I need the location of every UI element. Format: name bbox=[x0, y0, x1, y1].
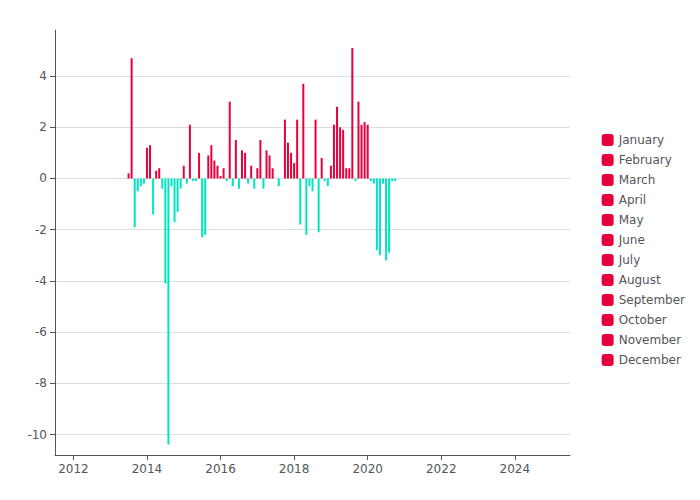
svg-text:2014: 2014 bbox=[132, 462, 163, 476]
svg-text:-2: -2 bbox=[35, 223, 47, 237]
svg-text:2024: 2024 bbox=[500, 462, 531, 476]
svg-text:-8: -8 bbox=[35, 376, 47, 390]
svg-text:2022: 2022 bbox=[426, 462, 457, 476]
svg-text:0: 0 bbox=[39, 171, 47, 185]
svg-text:November: November bbox=[619, 333, 681, 347]
svg-text:2012: 2012 bbox=[58, 462, 89, 476]
svg-text:2018: 2018 bbox=[279, 462, 310, 476]
svg-text:September: September bbox=[619, 293, 685, 307]
svg-text:-10: -10 bbox=[27, 428, 47, 442]
svg-text:April: April bbox=[619, 193, 646, 207]
svg-text:June: June bbox=[618, 233, 645, 247]
svg-text:July: July bbox=[618, 253, 641, 267]
svg-text:2016: 2016 bbox=[205, 462, 236, 476]
svg-text:December: December bbox=[619, 353, 681, 367]
svg-text:March: March bbox=[619, 173, 656, 187]
svg-text:-4: -4 bbox=[35, 274, 47, 288]
svg-text:August: August bbox=[619, 273, 661, 287]
svg-text:2020: 2020 bbox=[352, 462, 383, 476]
svg-text:January: January bbox=[618, 133, 665, 147]
svg-text:October: October bbox=[619, 313, 667, 327]
svg-text:4: 4 bbox=[39, 69, 47, 83]
svg-text:2: 2 bbox=[39, 120, 47, 134]
svg-text:-6: -6 bbox=[35, 325, 47, 339]
svg-text:February: February bbox=[619, 153, 672, 167]
svg-text:May: May bbox=[619, 213, 644, 227]
